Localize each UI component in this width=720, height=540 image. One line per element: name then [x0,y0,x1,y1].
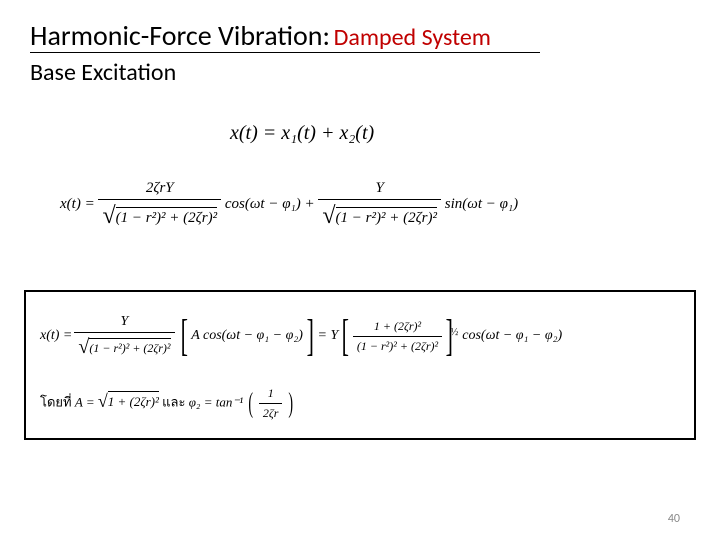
eq3-frac1: Y √(1 − r²)² + (2ζr)² [74,314,174,358]
eq2-term2-frac: Y √(1 − r²)² + (2ζr)² [318,180,441,229]
where-row: โดยที่ A = √1 + (2ζr)² และ φ₂ = tan⁻¹ ( … [40,386,680,421]
slide-title-line: Harmonic-Force Vibration: Damped System [30,18,491,53]
where-phi-den: 2ζr [259,404,283,421]
where-and: และ [162,394,189,409]
eq2-den1: √(1 − r²)² + (2ζr)² [98,200,221,229]
eq3-lhs: x(t) = [40,328,72,344]
rbracket-1: ] [307,314,314,358]
eq2-plus: + [304,196,318,212]
page-number: 40 [668,512,680,526]
boxed-equations: x(t) = Y √(1 − r²)² + (2ζr)² [ A cos(ωt … [24,290,696,440]
lbracket-1: [ [180,314,187,358]
eq2-lhs: x(t) = [60,196,95,212]
eq3-tail: cos(ωt − φ₁ − φ₂) [462,328,562,344]
eq3-den-inner: (1 − r²)² + (2ζr)² [89,338,170,356]
where-phi-num: 1 [259,386,283,404]
eq2-den1-inner: (1 − r²)² + (2ζr)² [116,207,217,227]
equation-3: x(t) = Y √(1 − r²)² + (2ζr)² [ A cos(ωt … [40,314,680,358]
eq2-den2-inner: (1 − r²)² + (2ζr)² [336,207,437,227]
eq3-bigfrac-num: 1 + (2ζr)² [353,319,442,337]
lbracket-2: [ [342,314,349,358]
eq3-brac-inner: A cos(ωt − φ₁ − φ₂) [191,328,303,344]
where-phi-lhs: φ₂ = tan⁻¹ [189,394,243,409]
title-sub: Damped System [334,23,491,52]
rbracket-2: ] [446,314,453,358]
eq3-frac1-den: √(1 − r²)² + (2ζr)² [74,333,174,358]
eq3-bigfrac-den: (1 − r²)² + (2ζr)² [353,337,442,354]
eq2-cos1: cos(ωt − φ₁) [225,196,301,212]
eq3-bigfrac: 1 + (2ζr)² (1 − r²)² + (2ζr)² [353,319,442,354]
where-label: โดยที่ [40,394,75,409]
eq3-frac1-num: Y [74,314,174,333]
where-A-inner: 1 + (2ζr)² [108,391,159,410]
eq2-num2: Y [318,180,441,200]
where-A-lhs: A = [75,394,98,409]
section-title: Base Excitation [30,58,176,87]
eq1-rhs: x₁(t) + x₂(t) [281,122,374,144]
where-phi-frac: 1 2ζr [259,386,283,421]
equation-1: x(t) = x₁(t) + x₂(t) [230,122,374,145]
eq2-den2: √(1 − r²)² + (2ζr)² [318,200,441,229]
eq2-sin: sin(ωt − φ₁) [445,196,518,212]
eq2-term1-frac: 2ζrY √(1 − r²)² + (2ζr)² [98,180,221,229]
title-main: Harmonic-Force Vibration: [30,18,330,53]
title-underline [30,52,540,53]
eq1-lhs: x(t) = [230,122,281,144]
eq2-num1: 2ζrY [98,180,221,200]
eq3-eq: = Y [318,328,339,344]
equation-2: x(t) = 2ζrY √(1 − r²)² + (2ζr)² cos(ωt −… [60,180,680,229]
